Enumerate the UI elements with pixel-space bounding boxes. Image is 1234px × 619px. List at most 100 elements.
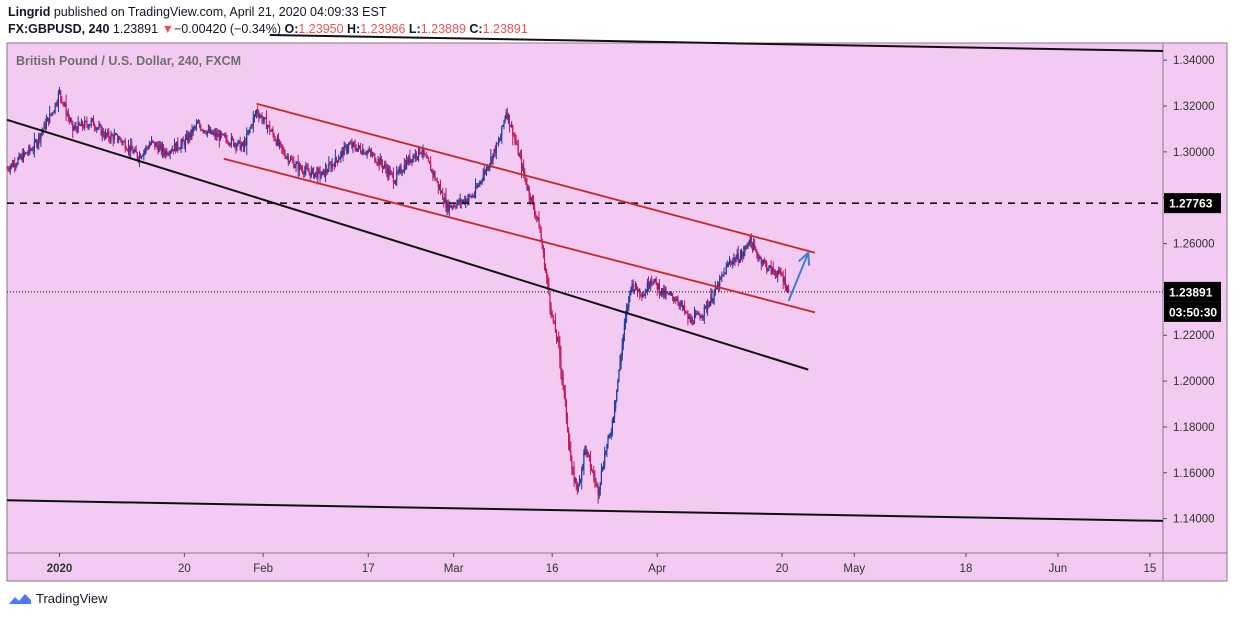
candle-body [636,289,639,293]
candle-body [517,144,519,156]
candle-body [710,295,712,302]
candle-body [635,283,638,290]
candle-body [597,485,599,496]
candle-body [719,278,721,289]
low-value: 1.23889 [420,22,466,36]
candle-body [489,163,491,167]
candle-body [30,149,32,151]
candle-body [468,195,470,200]
candle-body [225,135,227,140]
candle-body [317,169,319,178]
candle-body [222,133,224,135]
candle-body [125,148,127,150]
price-change: −0.00420 (−0.34%) [173,22,281,36]
candle-body [130,144,132,152]
candle-body [207,128,210,132]
candle-body [673,296,675,301]
candle-body [682,305,685,308]
candle-body [396,171,398,181]
candle-body [385,164,387,169]
candle-body [247,133,249,135]
candle-body [737,253,739,262]
candle-body [754,243,756,249]
candle-body [14,162,16,167]
candle-body [288,161,291,163]
candle-body [165,150,167,155]
candle-body [80,121,83,127]
candle-body [466,199,468,203]
candle-body [702,315,704,318]
publish-info: published on TradingView.com, April 21, … [50,5,387,19]
candle-body [39,134,41,140]
candle-body [453,205,455,208]
candle-body [515,139,517,144]
candle-body [402,170,404,173]
candle-body [10,163,12,167]
candle-body [245,141,247,145]
candle-body [561,369,563,378]
candle-body [127,145,130,151]
candle-body [709,301,711,307]
candle-body [81,121,84,127]
candle-body [688,316,690,319]
candle-body [315,171,317,174]
candle-body [770,265,772,274]
candle-body [662,288,664,295]
candle-body [470,195,472,198]
candle-body [111,134,113,136]
candle-body [408,156,410,164]
footer-branding[interactable]: TradingView [8,591,108,606]
candle-body [435,179,437,181]
candle-body [27,152,29,154]
candle-body [539,228,541,233]
candle-body [289,158,292,162]
candle-body [459,199,461,204]
candle-body [446,202,448,209]
candle-body [699,315,701,318]
candle-body [532,201,535,209]
candle-body [421,152,423,154]
candle-body [109,137,111,141]
candle-body [759,257,761,259]
y-tick-label: 1.18000 [1173,422,1215,434]
candle-body [366,151,368,154]
candle-body [455,206,457,208]
candle-body [752,243,755,251]
candle-body [748,242,750,244]
candle-body [600,470,603,483]
candle-body [411,159,413,162]
candle-body [426,157,428,159]
candle-body [291,158,293,160]
candle-body [189,133,191,138]
candle-body [344,145,346,147]
candle-body [255,110,258,114]
candle-body [18,155,20,159]
candle-body [772,267,774,272]
candle-body [471,195,473,198]
candle-body [782,275,784,282]
x-tick-label: 20 [776,563,789,575]
candle-body [763,260,766,262]
candle-body [167,154,169,156]
candle-body [711,295,713,302]
candle-body [567,429,570,443]
candle-body [387,168,389,175]
candle-body [330,164,332,169]
candle-body [351,143,353,148]
candle-body [465,199,467,204]
candle-body [611,420,613,433]
candle-body [434,172,436,180]
candle-body [70,120,73,122]
candle-body [98,125,100,128]
candle-body [419,147,421,154]
high-value: 1.23986 [360,22,406,36]
candle-body [187,135,189,142]
author-name[interactable]: Lingrid [8,5,51,19]
candle-body [577,485,580,489]
candle-body [526,183,528,189]
candle-body [501,125,503,136]
candle-body [450,206,453,208]
candle-body [504,117,506,121]
candle-body [618,369,620,382]
